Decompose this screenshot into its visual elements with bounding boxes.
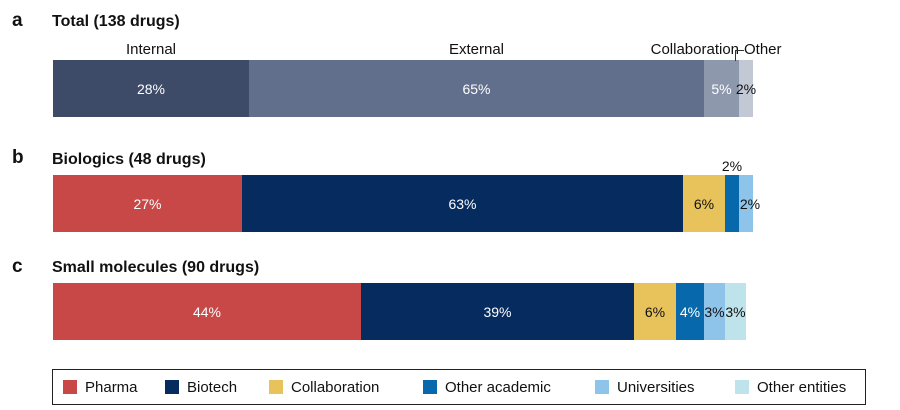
panel-title-biologics: Biologics (48 drugs)	[52, 151, 206, 168]
value-label-other: 2%	[735, 80, 757, 97]
legend-item-pharma: Pharma	[63, 370, 138, 404]
value-label-collaboration: 6%	[644, 303, 666, 320]
value-label-collaboration: 6%	[693, 195, 715, 212]
bar-segment-collaboration	[683, 175, 725, 232]
value-label-universities: 3%	[704, 303, 725, 320]
legend-swatch-biotech	[165, 380, 179, 394]
value-label-other-academic: 2%	[721, 158, 743, 174]
legend-item-biotech: Biotech	[165, 370, 237, 404]
bar-segment-collaboration	[704, 60, 739, 117]
value-label-internal: 28%	[136, 80, 166, 97]
value-label-pharma: 27%	[133, 195, 162, 212]
bar-segment-pharma	[53, 283, 361, 340]
legend-item-collaboration: Collaboration	[269, 370, 379, 404]
legend-label-universities: Universities	[617, 378, 695, 396]
bar-segment-external	[249, 60, 704, 117]
bar-segment-pharma	[53, 175, 242, 232]
legend-swatch-universities	[595, 380, 609, 394]
bar-segment-other-academic	[725, 175, 739, 232]
legend-swatch-other-academic	[423, 380, 437, 394]
legend-label-pharma: Pharma	[85, 378, 138, 396]
bar-segment-other	[739, 60, 753, 117]
category-label-other: Other	[744, 41, 782, 58]
bar-total: 28% 65% 5% 2%	[53, 60, 893, 117]
legend: Pharma Biotech Collaboration Other academic…	[52, 369, 866, 405]
bar-segment-internal	[53, 60, 249, 117]
panel-letter-b: b	[12, 147, 24, 168]
value-label-biotech: 39%	[483, 303, 512, 320]
legend-label-other-academic: Other academic	[445, 378, 551, 396]
value-label-universities: 2%	[739, 195, 761, 212]
bar-segment-biotech	[361, 283, 634, 340]
value-label-other-academic: 4%	[679, 303, 701, 320]
legend-item-other-academic: Other academic	[423, 370, 551, 404]
legend-label-biotech: Biotech	[187, 378, 238, 396]
bar-segment-collaboration	[634, 283, 676, 340]
legend-item-other-entities: Other entities	[735, 370, 846, 404]
panel-title-total: Total (138 drugs)	[52, 13, 180, 30]
legend-label-collaboration: Collaboration	[291, 378, 380, 396]
category-label-internal: Internal	[125, 41, 177, 58]
value-label-pharma: 44%	[192, 303, 222, 320]
value-label-collaboration: 5%	[711, 80, 732, 97]
legend-item-universities: Universities	[595, 370, 695, 404]
legend-swatch-collaboration	[269, 380, 283, 394]
value-label-external: 65%	[462, 80, 491, 97]
bar-small-molecules: 44% 39% 6% 4% 3% 3%	[53, 283, 893, 340]
panel-letter-a: a	[12, 10, 23, 31]
other-leader-line	[735, 50, 744, 61]
bar-segment-other-academic	[676, 283, 704, 340]
bar-segment-universities	[739, 175, 753, 232]
legend-label-other-entities: Other entities	[757, 378, 847, 396]
bar-biologics: 27% 63% 6% 2% 2%	[53, 158, 893, 232]
panel-letter-c: c	[12, 256, 23, 277]
bar-segment-biotech	[242, 175, 683, 232]
bar-segment-universities	[704, 283, 725, 340]
category-label-external: External	[448, 41, 505, 58]
bar-segment-other-entities	[725, 283, 746, 340]
panel-title-small-molecules: Small molecules (90 drugs)	[52, 259, 260, 276]
legend-swatch-pharma	[63, 380, 77, 394]
value-label-other-entities: 3%	[725, 303, 746, 320]
value-label-biotech: 63%	[448, 195, 477, 212]
legend-swatch-other-entities	[735, 380, 749, 394]
category-label-collaboration: Collaboration	[650, 41, 739, 58]
